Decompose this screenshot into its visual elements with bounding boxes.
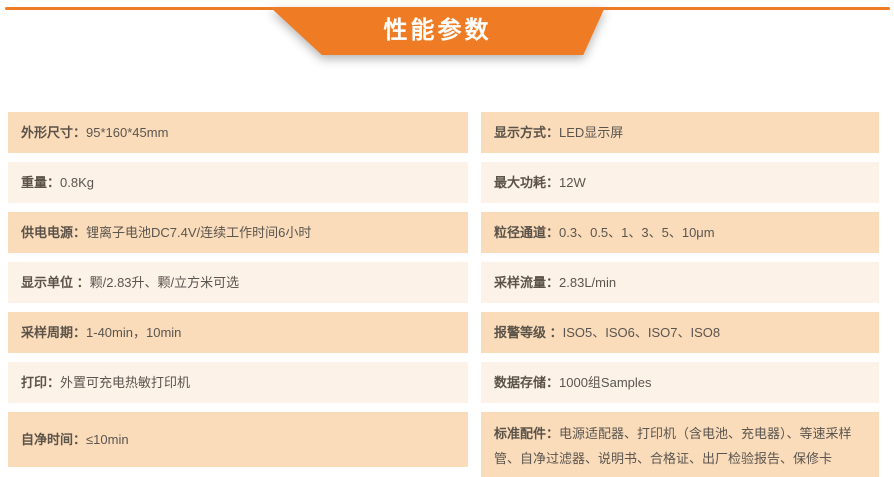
- spec-row-flow-rate: 采样流量：2.83L/min: [481, 262, 879, 303]
- spec-table: 外形尺寸：95*160*45mm 重量：0.8Kg 供电电源：锂离子电池DC7.…: [0, 112, 894, 477]
- spec-label: 粒径通道：: [494, 225, 560, 240]
- spec-value: 0.8Kg: [60, 175, 94, 190]
- spec-value: 12W: [559, 175, 586, 190]
- spec-label: 自净时间：: [21, 432, 87, 447]
- spec-label: 显示方式：: [494, 125, 560, 140]
- spec-value: 锂离子电池DC7.4V/连续工作时间6小时: [86, 225, 312, 240]
- banner-ribbon-shape: 性能参数: [270, 7, 605, 55]
- spec-value: 颗/2.83升、颗/立方米可选: [89, 275, 240, 290]
- spec-row-alarm-levels: 报警等级 ：ISO5、ISO6、ISO7、ISO8: [481, 312, 879, 353]
- spec-row-power-supply: 供电电源：锂离子电池DC7.4V/连续工作时间6小时: [8, 212, 468, 253]
- spec-row-max-power: 最大功耗：12W: [481, 162, 879, 203]
- spec-row-data-storage: 数据存储：1000组Samples: [481, 362, 879, 403]
- spec-label: 标准配件：: [494, 425, 560, 441]
- spec-value: 95*160*45mm: [86, 125, 169, 140]
- spec-value: 1000组Samples: [559, 375, 652, 390]
- spec-row-standard-accessories: 标准配件：电源适配器、打印机（含电池、充电器）、等速采样管、自净过滤器、说明书、…: [481, 412, 879, 477]
- spec-label: 打印：: [21, 375, 61, 390]
- spec-label: 数据存储：: [494, 375, 560, 390]
- spec-row-weight: 重量：0.8Kg: [8, 162, 468, 203]
- spec-label: 重量：: [21, 175, 61, 190]
- spec-row-display-mode: 显示方式：LED显示屏: [481, 112, 879, 153]
- spec-value: ISO5、ISO6、ISO7、ISO8: [562, 325, 721, 340]
- spec-value: ≤10min: [86, 432, 129, 447]
- spec-label: 采样流量：: [494, 275, 560, 290]
- spec-row-purge-time: 自净时间：≤10min: [8, 412, 468, 467]
- spec-label: 采样周期：: [21, 325, 87, 340]
- spec-row-dimensions: 外形尺寸：95*160*45mm: [8, 112, 468, 153]
- spec-value: LED显示屏: [559, 125, 624, 140]
- spec-row-display-unit: 显示单位 ：颗/2.83升、颗/立方米可选: [8, 262, 468, 303]
- spec-column-right: 显示方式：LED显示屏 最大功耗：12W 粒径通道：0.3、0.5、1、3、5、…: [481, 112, 879, 477]
- spec-row-particle-channels: 粒径通道：0.3、0.5、1、3、5、10μm: [481, 212, 879, 253]
- spec-row-sampling-period: 采样周期：1-40min，10min: [8, 312, 468, 353]
- page-title: 性能参数: [383, 17, 492, 44]
- spec-value: 2.83L/min: [559, 275, 617, 290]
- section-banner: 性能参数: [270, 7, 605, 55]
- spec-label: 报警等级 ：: [494, 325, 563, 340]
- spec-value: 0.3、0.5、1、3、5、10μm: [559, 225, 715, 240]
- spec-label: 外形尺寸：: [21, 125, 87, 140]
- header-band: 性能参数: [0, 0, 894, 56]
- spec-row-printing: 打印：外置可充电热敏打印机: [8, 362, 468, 403]
- spec-label: 供电电源：: [21, 225, 87, 240]
- spec-value: 1-40min，10min: [86, 325, 182, 340]
- spec-value: 电源适配器、打印机（含电池、充电器）、等速采样管、自净过滤器、说明书、合格证、出…: [494, 425, 852, 466]
- spec-label: 显示单位 ：: [21, 275, 90, 290]
- spec-column-left: 外形尺寸：95*160*45mm 重量：0.8Kg 供电电源：锂离子电池DC7.…: [8, 112, 468, 467]
- spec-label: 最大功耗：: [494, 175, 560, 190]
- spec-value: 外置可充电热敏打印机: [60, 375, 191, 390]
